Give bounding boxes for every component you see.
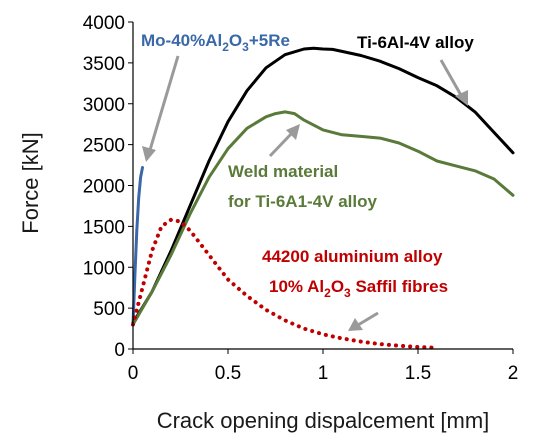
x-tick-label: 2 <box>508 363 519 384</box>
x-tick-label: 0.5 <box>215 363 241 384</box>
annotation-arrows <box>148 55 464 327</box>
y-tick-label: 0 <box>114 340 125 361</box>
y-tick-label: 2500 <box>83 136 125 157</box>
annotation-alu-part3: Saffil fibres <box>351 277 448 296</box>
annotation-mo-part2: O <box>229 31 242 50</box>
annotation-alu-line1: 44200 aluminium alloy <box>262 247 443 266</box>
arrow-weld <box>268 131 294 158</box>
arrowhead-alu <box>348 318 363 331</box>
annotation-alu-part1: 10% Al <box>269 277 324 296</box>
y-tick-label: 2000 <box>83 177 125 198</box>
y-tick-label: 1000 <box>83 258 125 279</box>
annotation-weld-line2: for Ti-6A1-4V alloy <box>228 192 377 211</box>
series-line-44200-aluminium-alloy-10-al2o3-saffil-fibres <box>131 217 439 350</box>
arrow-alu <box>357 311 379 327</box>
arrowhead-mo <box>142 146 156 162</box>
annotation-mo-part1: Mo-40%Al <box>141 31 222 50</box>
annotation-alu-line2: 10% Al2O3 Saffil fibres <box>269 277 448 300</box>
annotation-weld-line1: Weld material <box>228 162 338 181</box>
annotation-alu-sub: 2 <box>324 286 331 300</box>
x-tick-label: 1.5 <box>405 363 431 384</box>
annotation-mo-sub2: 3 <box>242 40 249 54</box>
annotation-mo-part3: +5Re <box>249 31 290 50</box>
series-line-ti-6al-4v-alloy <box>131 46 515 325</box>
y-axis-title: Force [kN] <box>18 132 43 233</box>
x-axis-title: Crack opening dispalcement [mm] <box>157 408 490 433</box>
y-tick-label: 4000 <box>83 13 125 34</box>
annotation-mo-sub: 2 <box>222 40 229 54</box>
arrowhead-weld <box>286 124 300 140</box>
ticks-layer: 0 0.5 1 1.5 2 0 500 1000 1500 2000 2500 3000 3500 400… <box>83 13 519 384</box>
annotation-ti-alloy: Ti-6Al-4V alloy <box>357 33 474 52</box>
annotation-arrowheads <box>142 90 468 331</box>
y-tick-label: 3000 <box>83 95 125 116</box>
series-line-weld-material-for-ti-6a1-4v-alloy <box>131 110 515 326</box>
y-tick-label: 1500 <box>83 217 125 238</box>
x-tick-label: 1 <box>318 363 329 384</box>
y-tick-label: 3500 <box>83 54 125 75</box>
arrow-ti <box>439 59 464 98</box>
y-tick-label: 500 <box>93 299 125 320</box>
arrow-mo <box>148 55 180 151</box>
annotation-alu-part2: O <box>331 277 344 296</box>
annotation-alu-sub2: 3 <box>344 286 351 300</box>
x-tick-label: 0 <box>128 363 139 384</box>
series-line-mo-40-al2o3-5re <box>131 166 144 326</box>
series-layer <box>131 46 515 350</box>
annotation-mo-alloy: Mo-40%Al2O3+5Re <box>141 31 290 54</box>
arrowhead-ti <box>455 90 468 106</box>
